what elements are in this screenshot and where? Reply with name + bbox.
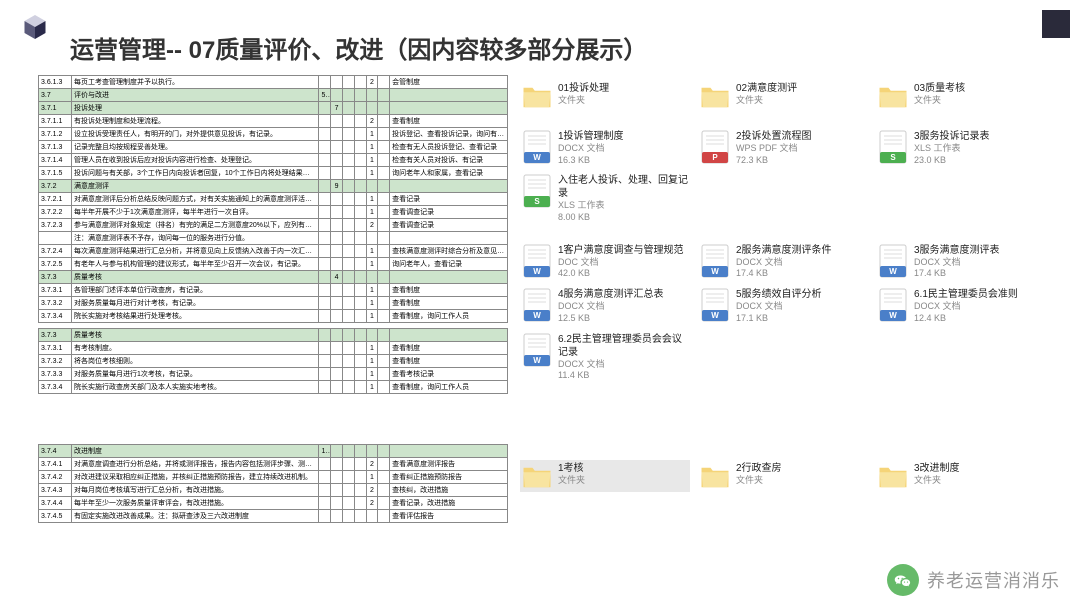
table-row: 3.7.3.2对服务质量每月进行对计考核，有记录。1查看制度: [39, 297, 508, 310]
slide-title: 运营管理-- 07质量评价、改进（因内容较多部分展示）: [70, 30, 647, 65]
table-row: 3.7.2满意度测评9: [39, 180, 508, 193]
svg-text:W: W: [889, 267, 897, 276]
table-row: 3.7.3.3对服务质量每月进行1次考核，有记录。1查看考核记录: [39, 368, 508, 381]
table-row: 3.7.3.1有考核制度。1查看制度: [39, 342, 508, 355]
table-row: 3.6.1.3每页工考查管理制度并予以执行。2会管制度: [39, 76, 508, 89]
file-item[interactable]: W6.1民主管理委员会准则DOCX 文档12.4 KB: [876, 286, 1046, 326]
table-row: 3.7.4改进制度10: [39, 445, 508, 458]
table-row: 3.7.4.4每半年至少一次服务质量评审评会，有改进措施。2查看记录，改进措施: [39, 497, 508, 510]
svg-text:W: W: [533, 356, 541, 365]
svg-text:W: W: [711, 311, 719, 320]
table-row: 3.7.3.4院长实施对考核结果进行处理考核。1查看制度，询问工作人员: [39, 310, 508, 323]
file-item[interactable]: W1客户满意度调查与管理规范DOC 文档42.0 KB: [520, 242, 690, 282]
wechat-icon: [887, 564, 919, 596]
svg-text:W: W: [889, 311, 897, 320]
left-tables-panel: 3.6.1.3每页工考查管理制度并予以执行。2会管制度3.7评价与改进503.7…: [38, 75, 508, 523]
table-row: 3.7.2.2每半年开展不少于1次满意度测评，每半年进行一次自评。1查看调查记录: [39, 206, 508, 219]
table-row: 3.7.2.5有老年人与参与机构管理的建议形式，每半年至少召开一次会议，有记录。…: [39, 258, 508, 271]
folder-grid-3: 1考核文件夹2行政查房文件夹3改进制度文件夹: [520, 460, 1070, 492]
svg-text:W: W: [533, 267, 541, 276]
folder-item[interactable]: 2行政查房文件夹: [698, 460, 868, 492]
folder-item[interactable]: 02满意度测评文件夹: [698, 80, 868, 112]
svg-text:S: S: [534, 197, 540, 206]
table-row: 3.7.4.3对每月岗位考核填写进行汇总分析，有改进措施。2查核纠，改进措施: [39, 484, 508, 497]
folder-item[interactable]: 3改进制度文件夹: [876, 460, 1046, 492]
table-row: 3.7.1.3记录完整且均按规程妥善处理。1检查有无人员投诉登记、查看记录: [39, 141, 508, 154]
file-item[interactable]: S3服务投诉记录表XLS 工作表23.0 KB: [876, 128, 1046, 168]
file-item[interactable]: S入住老人投诉、处理、回复记录XLS 工作表8.00 KB: [520, 172, 690, 225]
corner-decoration: [1042, 10, 1070, 38]
table-row: 3.7评价与改进50: [39, 89, 508, 102]
folder-item[interactable]: 03质量考核文件夹: [876, 80, 1046, 112]
folder-item[interactable]: 1考核文件夹: [520, 460, 690, 492]
table-row: 3.7.4.2对改进建议采取相应纠正措施，并核纠正措施预防报告，建立持续改进机制…: [39, 471, 508, 484]
file-item[interactable]: W4服务满意度测评汇总表DOCX 文档12.5 KB: [520, 286, 690, 326]
svg-text:W: W: [533, 311, 541, 320]
table-row: 3.7.1.4管理人员在收到投诉后应对投诉内容进行检查、处理登记。1检查有关人员…: [39, 154, 508, 167]
file-item[interactable]: W1投诉管理制度DOCX 文档16.3 KB: [520, 128, 690, 168]
table-row: 3.7.1.5投诉问题与有关部，3个工作日内向投诉者回复，10个工作日内将处理结…: [39, 167, 508, 180]
file-item[interactable]: W6.2民主管理管理委员会会议记录DOCX 文档11.4 KB: [520, 331, 690, 384]
file-grid-2: W1客户满意度调查与管理规范DOC 文档42.0 KBW2服务满意度测评条件DO…: [520, 242, 1070, 384]
svg-text:P: P: [712, 153, 718, 162]
table-row: 3.7.2.4每次满意度测评结果进行汇总分析，并将意见向上反馈纳入改善于内一次汇…: [39, 245, 508, 258]
table-row: 3.7.1投诉处理7: [39, 102, 508, 115]
file-item[interactable]: W2服务满意度测评条件DOCX 文档17.4 KB: [698, 242, 868, 282]
file-grid-1: W1投诉管理制度DOCX 文档16.3 KBP2投诉处置流程图WPS PDF 文…: [520, 128, 1070, 226]
table-row: 3.7.3.2将各岗位考核细则。1查看制度: [39, 355, 508, 368]
table-row: 3.7.3.4院长实施行政查房关部门及本人实施实地考核。1查看制度，询问工作人员: [39, 381, 508, 394]
folder-grid-1: 01投诉处理文件夹02满意度测评文件夹03质量考核文件夹: [520, 80, 1070, 112]
watermark: 养老运营消消乐: [887, 564, 1060, 596]
table-row: 3.7.3质量考核4: [39, 271, 508, 284]
table-row: 3.7.2.3参与满意度测评对象规定（排名）有完的满足二方测意度20%以下，应列…: [39, 219, 508, 232]
svg-text:W: W: [533, 153, 541, 162]
svg-text:W: W: [711, 267, 719, 276]
file-item[interactable]: W3服务满意度测评表DOCX 文档17.4 KB: [876, 242, 1046, 282]
table-row: 3.7.1.1有投诉处理制度和处理流程。2查看制度: [39, 115, 508, 128]
table-row: 注：满意度测评表不予存，询问每一位的服务进行分值。: [39, 232, 508, 245]
quality-table-2: 3.7.4改进制度103.7.4.1对满意度调查进行分析总结，并将或测评报告，报…: [38, 444, 508, 523]
file-item[interactable]: P2投诉处置流程图WPS PDF 文档72.3 KB: [698, 128, 868, 168]
logo-cube-icon: [20, 12, 50, 42]
right-files-panel: 01投诉处理文件夹02满意度测评文件夹03质量考核文件夹 W1投诉管理制度DOC…: [520, 80, 1070, 508]
table-row: 3.7.4.5有固定实施改进改善成果。注：拟研查涉及三六改进制度查看评估报告: [39, 510, 508, 523]
quality-table-1: 3.6.1.3每页工考查管理制度并予以执行。2会管制度3.7评价与改进503.7…: [38, 75, 508, 394]
table-row: 3.7.4.1对满意度调查进行分析总结，并将或测评报告，报告内容包括测评步骤、测…: [39, 458, 508, 471]
file-item[interactable]: W5服务绩效自评分析DOCX 文档17.1 KB: [698, 286, 868, 326]
svg-text:S: S: [890, 153, 896, 162]
table-row: 3.7.3质量考核: [39, 329, 508, 342]
table-row: 3.7.1.2设立投诉受理责任人，有明开的门，对外提供意见投诉，有记录。1投诉登…: [39, 128, 508, 141]
folder-item[interactable]: 01投诉处理文件夹: [520, 80, 690, 112]
watermark-text: 养老运营消消乐: [927, 567, 1060, 593]
table-row: 3.7.2.1对满意度测评后分析总结反映问题方式，对有关实施通知上的满意度测评活…: [39, 193, 508, 206]
table-row: 3.7.3.1各管理部门述评本单位行政查房，有记录。1查看制度: [39, 284, 508, 297]
